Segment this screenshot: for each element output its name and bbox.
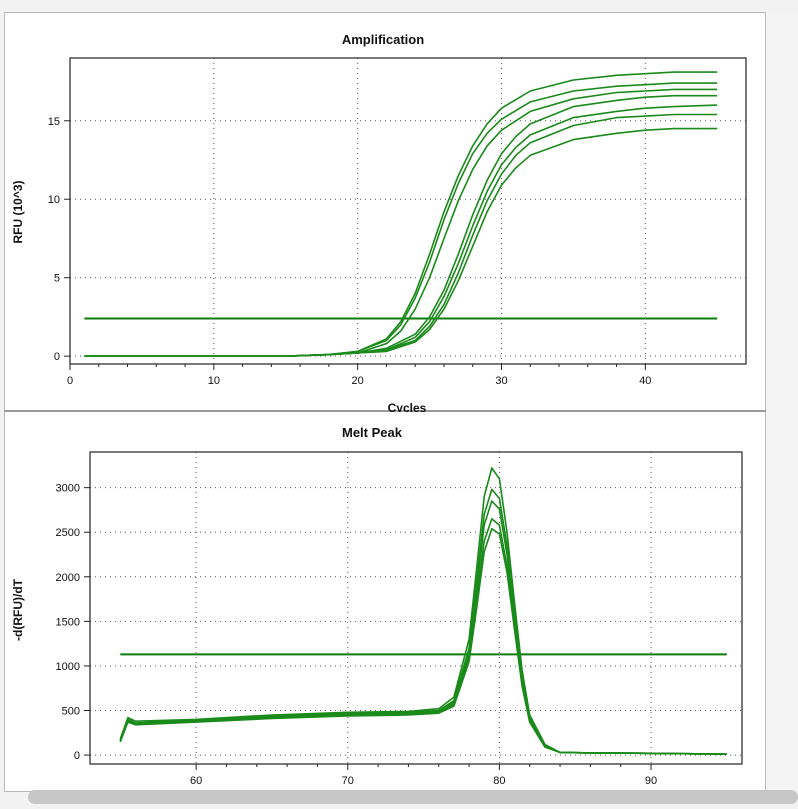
y-axis-label: -d(RFU)/dT: [11, 578, 25, 641]
x-tick-label: 60: [190, 775, 202, 787]
x-tick-label: 80: [493, 775, 505, 787]
y-tick-label: 1000: [56, 661, 80, 673]
plot-area: 0 10 20 30 40 0 5 10 15: [48, 57, 747, 387]
x-tick-label: 10: [208, 375, 220, 387]
x-tick-label: 90: [645, 775, 657, 787]
amplification-chart: Amplification RFU (10^3) Cycles 0 10 20 30 4…: [11, 32, 747, 412]
chart-title: Melt Peak: [342, 425, 403, 440]
series-line: [119, 500, 727, 755]
y-tick-label: 15: [48, 116, 60, 128]
plot-area: 60 70 80 90 0 500 1000 1500 2000 2500 3000: [56, 451, 743, 787]
x-tick-label: 70: [342, 775, 354, 787]
chart-title: Amplification: [342, 32, 424, 47]
y-tick-label: 5: [54, 273, 60, 285]
y-tick-label: 0: [74, 750, 80, 762]
x-tick-label: 40: [639, 375, 651, 387]
x-tick-label: 30: [495, 375, 507, 387]
y-tick-label: 500: [62, 706, 80, 718]
window-edge: [766, 12, 798, 792]
y-tick-label: 1500: [56, 616, 80, 628]
y-tick-label: 2000: [56, 572, 80, 584]
y-axis-label: RFU (10^3): [11, 180, 25, 243]
horizontal-scrollbar[interactable]: [28, 790, 798, 804]
chart-panel: [4, 12, 766, 792]
x-tick-label: 0: [67, 375, 73, 387]
y-tick-label: 2500: [56, 527, 80, 539]
y-tick-label: 10: [48, 194, 60, 206]
x-tick-label: 20: [352, 375, 364, 387]
series-line: [84, 127, 718, 358]
plot-frame: [89, 451, 743, 765]
panel-divider: [4, 410, 766, 412]
series-line: [119, 527, 727, 755]
plot-frame: [69, 57, 747, 365]
y-tick-label: 0: [54, 351, 60, 363]
y-tick-label: 3000: [56, 483, 80, 495]
x-axis-label: Cycles: [388, 401, 427, 412]
